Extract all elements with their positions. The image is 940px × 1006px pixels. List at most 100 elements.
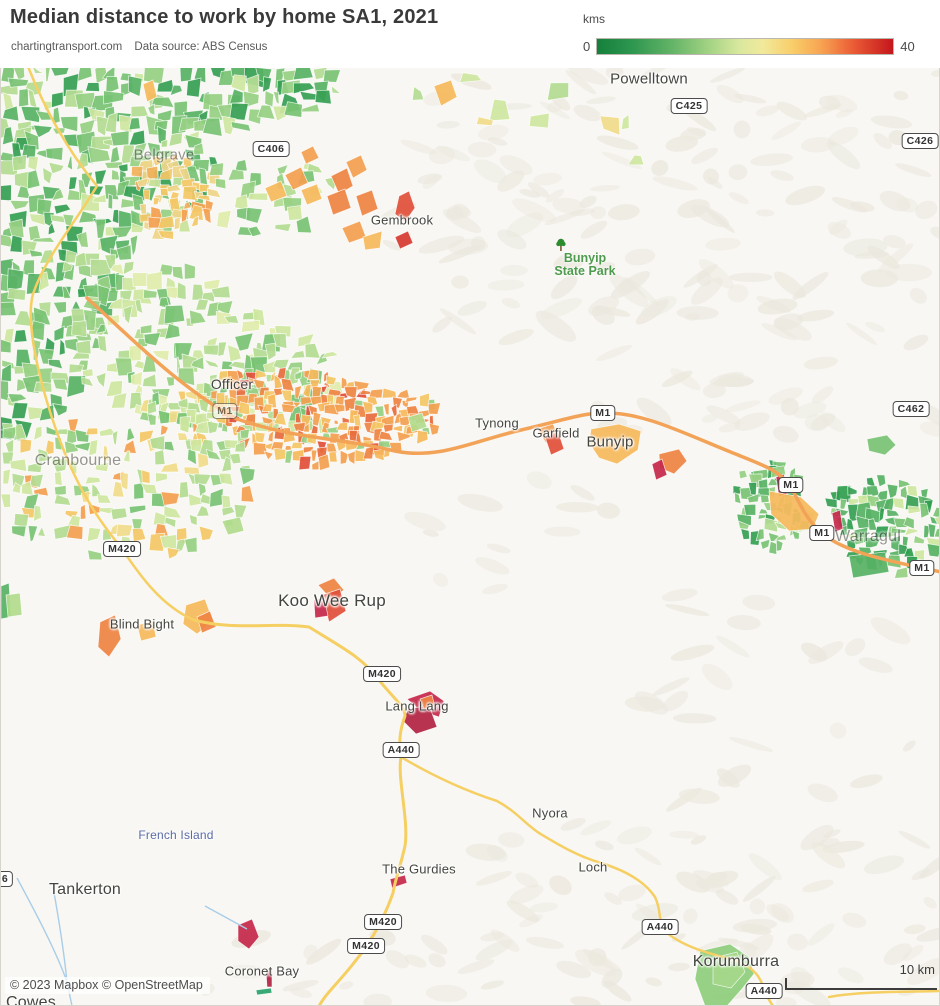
terrain-patch xyxy=(605,68,624,80)
sa1-region xyxy=(160,424,169,436)
sa1-region xyxy=(378,430,394,441)
terrain-patch xyxy=(898,830,931,849)
terrain-patch xyxy=(873,133,892,149)
terrain-patch xyxy=(705,237,741,251)
sa1-region xyxy=(142,373,157,388)
terrain-patch xyxy=(535,310,577,342)
terrain-patch xyxy=(835,109,853,118)
sa1-region xyxy=(13,513,30,529)
terrain-patch xyxy=(915,200,938,220)
place-label-tynong: Tynong xyxy=(475,415,519,431)
sa1-region xyxy=(9,200,31,210)
terrain-patch xyxy=(895,163,932,177)
sa1-region xyxy=(240,320,260,333)
sa1-region xyxy=(894,566,909,579)
sa1-region xyxy=(233,504,248,519)
terrain-patch xyxy=(497,229,527,250)
map-attribution[interactable]: © 2023 Mapbox © OpenStreetMap xyxy=(5,977,210,994)
sa1-region xyxy=(47,359,64,370)
sa1-region xyxy=(7,393,28,403)
terrain-patch xyxy=(780,397,799,416)
sa1-region xyxy=(37,448,51,463)
sa1-region xyxy=(128,75,143,97)
legend: kms 0 40 xyxy=(583,13,915,55)
terrain-patch xyxy=(707,177,723,189)
sa1-region xyxy=(50,458,68,473)
terrain-patch xyxy=(863,855,905,875)
sa1-region xyxy=(876,474,887,488)
sa1-region xyxy=(179,415,192,434)
sa1-region xyxy=(54,484,67,496)
sa1-region xyxy=(65,249,77,264)
sa1-region xyxy=(926,543,939,558)
sa1-region xyxy=(65,429,77,446)
road-shield-c462: C462 xyxy=(892,401,930,417)
sa1-region xyxy=(48,161,65,175)
terrain-patch xyxy=(652,176,698,191)
sa1-region xyxy=(321,385,329,393)
sa1-region xyxy=(11,481,22,494)
terrain-patch xyxy=(790,966,812,985)
place-label-french-island: French Island xyxy=(138,828,214,842)
scale-bar-label: 10 km xyxy=(899,962,935,977)
sa1-region xyxy=(546,82,569,101)
road-shield-m1: M1 xyxy=(909,560,935,576)
terrain-patch xyxy=(509,884,544,904)
sa1-region xyxy=(80,192,100,212)
terrain-patch xyxy=(568,68,609,85)
sa1-region xyxy=(128,504,147,515)
terrain-patch xyxy=(634,847,662,866)
sa1-region xyxy=(11,154,27,172)
terrain-patch xyxy=(775,997,797,1005)
sa1-region xyxy=(23,130,40,151)
terrain-patch xyxy=(519,914,543,928)
sa1-region xyxy=(221,422,228,433)
sa1-region xyxy=(238,467,256,486)
map-canvas[interactable]: Powelltown Belgrave Gembrook Officer Cranbou… xyxy=(0,68,940,1006)
sa1-region xyxy=(53,325,65,342)
header: Median distance to work by home SA1, 202… xyxy=(0,0,940,68)
sa1-region xyxy=(2,126,14,146)
sa1-region xyxy=(261,403,273,413)
sa1-region xyxy=(240,485,255,503)
terrain-patch xyxy=(716,635,750,658)
sa1-region xyxy=(190,215,199,228)
sa1-region xyxy=(758,508,769,515)
sa1-region xyxy=(544,430,565,456)
terrain-patch xyxy=(422,529,439,537)
sa1-region xyxy=(298,456,312,471)
sa1-region xyxy=(229,88,244,105)
terrain-patch xyxy=(428,953,446,968)
terrain-patch xyxy=(363,993,393,1005)
sa1-region xyxy=(112,480,125,498)
sa1-region xyxy=(110,263,125,276)
terrain-patch xyxy=(865,321,885,333)
legend-title: kms xyxy=(583,12,605,26)
sa1-region xyxy=(90,135,113,150)
sa1-region xyxy=(74,441,92,452)
sa1-region xyxy=(128,117,141,131)
terrain-patch xyxy=(651,160,669,176)
sa1-region xyxy=(307,162,324,174)
sa1-region xyxy=(165,376,175,387)
road-shield-m420: M420 xyxy=(363,666,401,682)
terrain-patch xyxy=(223,964,267,979)
sa1-region xyxy=(20,106,41,123)
terrain-patch xyxy=(810,413,836,431)
sa1-region xyxy=(160,491,180,506)
terrain-patch xyxy=(497,170,525,192)
terrain-patch xyxy=(526,471,552,490)
sa1-region xyxy=(53,203,72,215)
sa1-region xyxy=(776,539,784,552)
sa1-region xyxy=(5,592,23,618)
sa1-region xyxy=(312,68,328,80)
sa1-region xyxy=(737,520,750,530)
terrain-patch xyxy=(742,875,776,902)
terrain-patch xyxy=(580,220,608,239)
terrain-patch xyxy=(796,309,835,322)
terrain-patch xyxy=(589,184,621,192)
terrain-patch xyxy=(718,422,741,433)
sa1-region xyxy=(94,169,108,185)
road-shield-m420: M420 xyxy=(347,938,385,954)
terrain-patch xyxy=(457,493,503,512)
